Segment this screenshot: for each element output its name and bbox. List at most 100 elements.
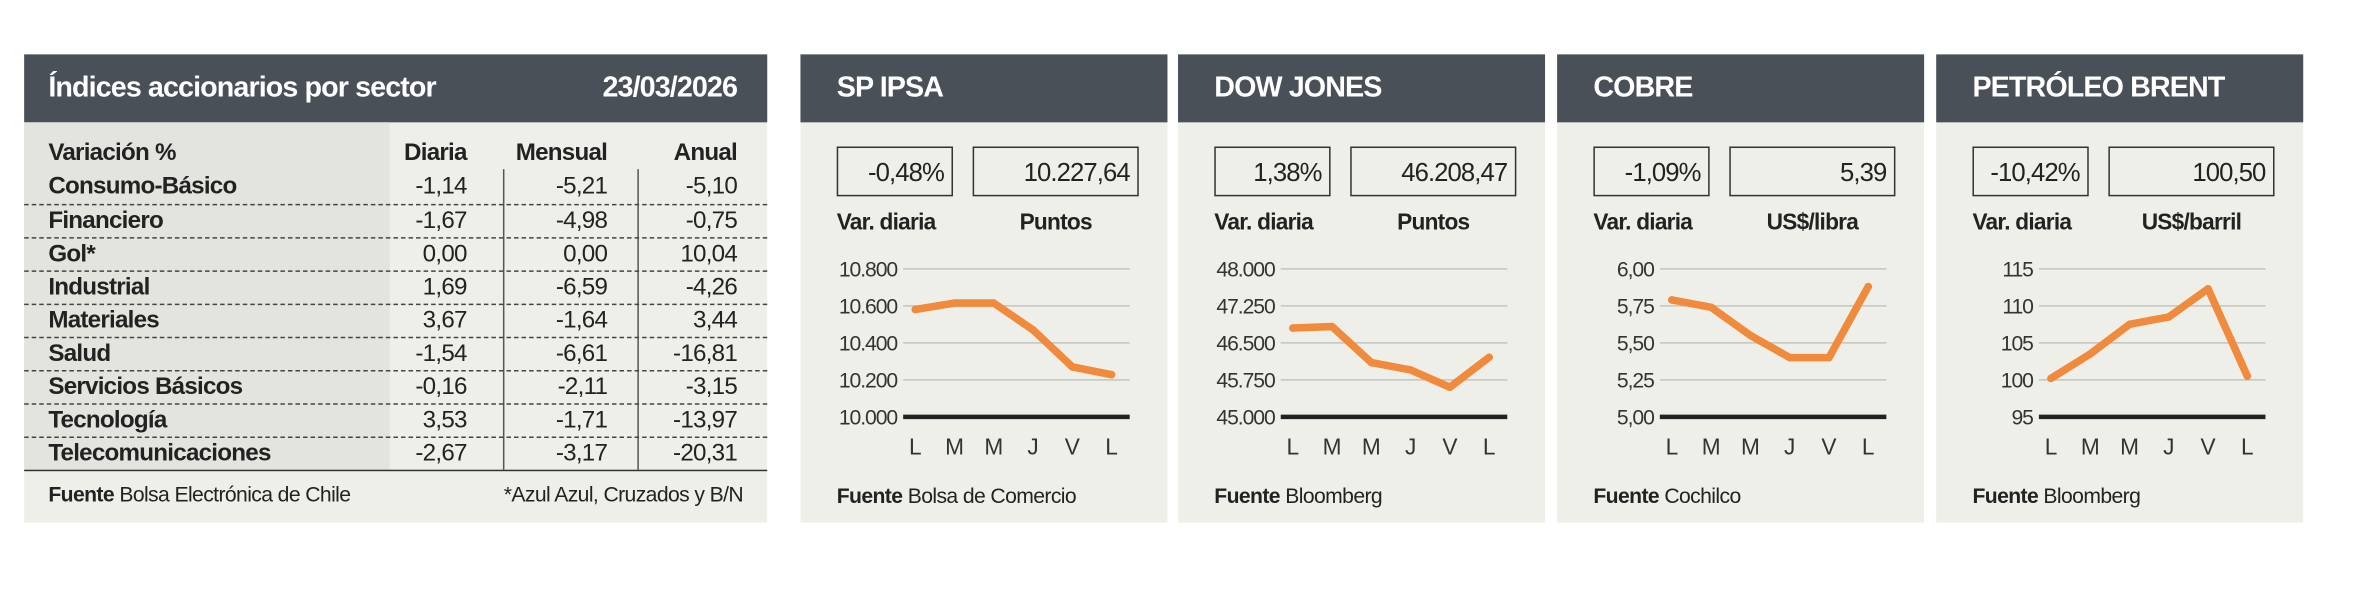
sector-name: Gol* <box>48 241 95 268</box>
data-point <box>2086 350 2095 358</box>
monthly-value: -6,61 <box>555 341 608 368</box>
data-point <box>1446 383 1454 392</box>
x-tick-label: V <box>2201 434 2216 460</box>
price-label: Puntos <box>1019 209 1093 236</box>
y-tick-label: 46.500 <box>1216 332 1275 355</box>
source-text: Bolsa de Comercio <box>907 483 1077 508</box>
source-label: Fuente <box>1214 483 1280 508</box>
daily-variation-box: 1,38% <box>1214 146 1331 197</box>
column-header: Variación % <box>48 140 176 167</box>
sector-name: Consumo-Básico <box>48 173 237 200</box>
data-point <box>1068 363 1077 371</box>
annual-value: 3,44 <box>693 308 738 334</box>
x-tick-label: M <box>2120 434 2139 460</box>
sector-name: Industrial <box>48 274 150 301</box>
daily-variation-label: Var. diaria <box>1972 209 2072 236</box>
chart-title: COBRE <box>1593 72 1693 105</box>
data-point <box>1825 353 1833 362</box>
x-tick-label: J <box>2163 434 2174 460</box>
sector-name: Financiero <box>48 208 163 235</box>
daily-value: -1,14 <box>415 173 467 200</box>
table-row: Servicios Básicos -0,16 -2,11 -3,15 <box>24 370 768 405</box>
y-tick-label: 5,00 <box>1617 406 1654 429</box>
annual-value: -20,31 <box>673 441 738 467</box>
sector-index-table: Índices accionarios por sector 23/03/202… <box>24 54 768 523</box>
monthly-value: -3,17 <box>555 441 608 467</box>
data-point <box>2125 320 2134 329</box>
table-row: Industrial 1,69 -6,59 -4,26 <box>24 270 768 305</box>
table-title: Índices accionarios por sector <box>48 72 436 105</box>
data-point <box>1864 282 1873 291</box>
data-point <box>2204 285 2212 293</box>
y-tick-label: 10.000 <box>839 406 898 429</box>
daily-variation-label: Var. diaria <box>1214 209 1314 236</box>
data-point <box>1707 303 1715 312</box>
x-tick-label: M <box>1362 434 1381 460</box>
chart-source: Fuente Bolsa de Comercio <box>836 483 1077 508</box>
daily-variation-box: -1,09% <box>1593 146 1710 197</box>
annual-value: -5,10 <box>685 173 738 200</box>
y-tick-label: 45.000 <box>1216 406 1275 429</box>
x-tick-label: M <box>945 434 964 460</box>
footer-divider <box>24 469 768 472</box>
data-point <box>1485 353 1493 362</box>
data-point <box>1107 370 1116 379</box>
x-tick-label: M <box>1323 434 1342 460</box>
y-tick-label: 105 <box>2001 332 2033 355</box>
x-tick-label: M <box>984 434 1003 460</box>
y-tick-label: 47.250 <box>1216 295 1275 318</box>
annual-value: -4,26 <box>685 274 738 301</box>
chart-header: SP IPSA <box>800 54 1168 123</box>
chart-title: DOW JONES <box>1214 72 1382 105</box>
x-tick-label: L <box>1287 434 1300 460</box>
y-tick-label: 100 <box>2001 369 2033 392</box>
monthly-value: -2,11 <box>557 374 608 401</box>
source-label: Fuente <box>48 481 115 506</box>
data-point <box>1406 366 1415 374</box>
data-point <box>2165 313 2173 321</box>
monthly-value: -5,21 <box>555 173 608 200</box>
column-divider <box>502 169 505 470</box>
table-note: *Azul Azul, Cruzados y B/N <box>503 481 744 506</box>
x-tick-label: L <box>909 434 922 460</box>
series-line <box>911 299 1116 379</box>
data-point <box>1367 358 1376 367</box>
daily-value: -1,54 <box>415 341 467 368</box>
sector-name: Materiales <box>48 308 159 334</box>
column-header: Anual <box>673 140 738 167</box>
x-tick-label: M <box>1741 434 1760 460</box>
source-label: Fuente <box>1972 483 2039 508</box>
x-tick-label: M <box>2081 434 2100 460</box>
annual-value: -0,75 <box>685 208 738 235</box>
line-chart: 5,005,255,505,756,00L M M J V L <box>1617 258 1887 460</box>
x-tick-label: L <box>2045 434 2058 460</box>
chart-panel: PETRÓLEO BRENT -10,42% 100,50 Var. diari… <box>1936 54 2304 523</box>
x-tick-label: L <box>2241 434 2254 460</box>
y-tick-label: 10.600 <box>839 295 898 318</box>
chart-title: SP IPSA <box>836 72 944 105</box>
table-source: Fuente Bolsa Electrónica de Chile <box>48 481 351 506</box>
monthly-value: -1,71 <box>555 407 608 434</box>
data-point <box>950 299 959 307</box>
x-tick-label: V <box>1821 434 1836 460</box>
x-tick-label: V <box>1065 434 1080 460</box>
chart-panel: DOW JONES 1,38% 46.208,47 Var. diaria Pu… <box>1178 54 1546 523</box>
data-point <box>911 305 920 314</box>
daily-value: 1,69 <box>422 274 468 301</box>
sector-name: Telecomunicaciones <box>48 441 271 467</box>
monthly-value: -1,64 <box>555 308 608 334</box>
y-tick-label: 115 <box>2002 258 2033 281</box>
sector-name: Tecnología <box>48 407 167 434</box>
source-text: Bolsa Electrónica de Chile <box>119 481 351 506</box>
annual-value: -13,97 <box>673 407 738 434</box>
price-box: 46.208,47 <box>1350 146 1517 197</box>
x-tick-label: V <box>1442 434 1457 460</box>
table-row: Telecomunicaciones -2,67 -3,17 -20,31 <box>24 436 768 471</box>
table-row: Gol* 0,00 0,00 10,04 <box>24 237 768 272</box>
daily-value: 3,67 <box>422 308 468 334</box>
price-label: Puntos <box>1397 209 1470 236</box>
source-label: Fuente <box>836 483 903 508</box>
